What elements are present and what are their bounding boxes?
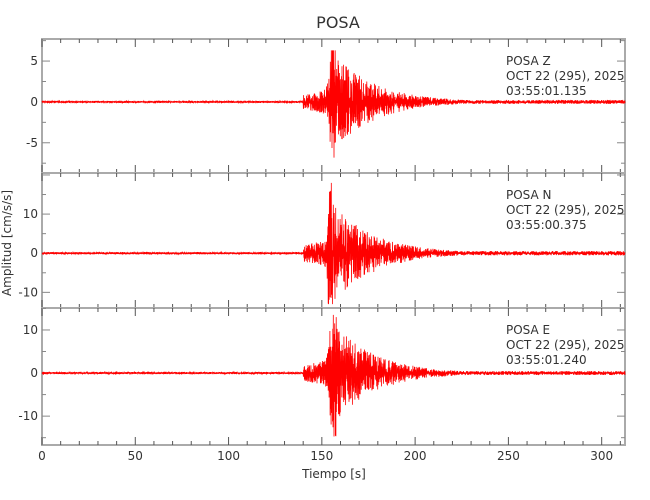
- y-tick-label: 0: [30, 366, 38, 380]
- y-tick-label: -5: [26, 136, 38, 150]
- y-tick-label: 10: [23, 323, 38, 337]
- y-axis-label: Amplitud [cm/s/s]: [0, 190, 14, 296]
- y-tick-label: 0: [30, 95, 38, 109]
- x-tick-label: 150: [310, 449, 333, 463]
- trace-label: OCT 22 (295), 2025: [506, 69, 625, 83]
- waveform-e: [41, 314, 626, 437]
- y-tick-label: -10: [18, 409, 38, 423]
- trace-label: POSA E: [506, 323, 550, 337]
- x-tick-label: 0: [38, 449, 46, 463]
- y-tick-label: 10: [23, 207, 38, 221]
- chart-title: POSA: [316, 13, 360, 32]
- trace-label: POSA Z: [506, 54, 551, 68]
- y-tick-label: 0: [30, 246, 38, 260]
- x-tick-label: 200: [404, 449, 427, 463]
- trace-label: OCT 22 (295), 2025: [506, 203, 625, 217]
- y-tick-label: 5: [30, 54, 38, 68]
- y-tick-label: -10: [18, 285, 38, 299]
- waveform-n: [41, 182, 626, 305]
- x-tick-label: 100: [217, 449, 240, 463]
- x-tick-label: 300: [590, 449, 613, 463]
- trace-label: OCT 22 (295), 2025: [506, 338, 625, 352]
- trace-label: 03:55:00.375: [506, 218, 587, 232]
- trace-label: POSA N: [506, 188, 552, 202]
- panel-frame: [41, 307, 626, 446]
- x-tick-label: 250: [497, 449, 520, 463]
- x-tick-label: 50: [128, 449, 143, 463]
- waveform-z: [41, 50, 626, 158]
- trace-label: 03:55:01.135: [506, 84, 587, 98]
- trace-label: 03:55:01.240: [506, 353, 587, 367]
- x-axis-label: Tiempo [s]: [301, 467, 366, 481]
